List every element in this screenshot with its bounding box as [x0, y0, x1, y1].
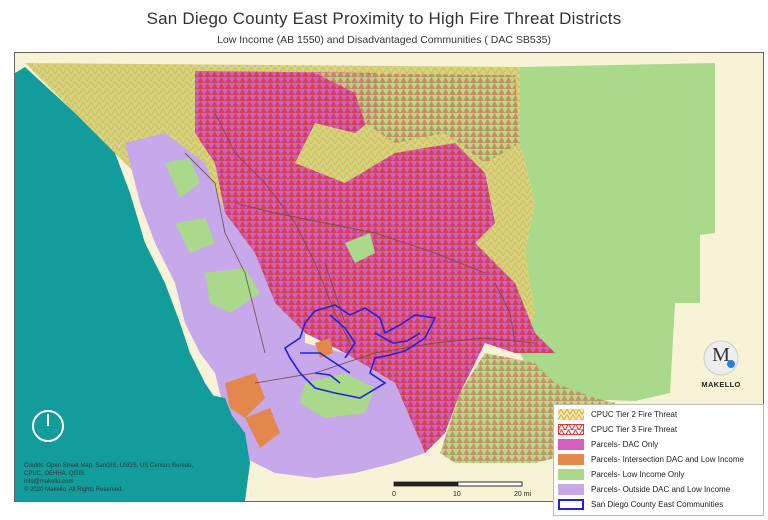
legend-label-outside: Parcels- Outside DAC and Low Income: [591, 485, 731, 494]
legend-swatch-outside: [558, 484, 584, 495]
legend: CPUC Tier 2 Fire Threat CPUC Tier 3 Fire…: [553, 404, 764, 516]
legend-swatch-low-income: [558, 469, 584, 480]
credits-line-2: CPUC, OEHHA, QGIS: [24, 471, 85, 477]
legend-item-low-income: Parcels- Low Income Only: [558, 469, 763, 482]
west-purple-region: [125, 133, 305, 393]
scale-label-20: 20 mi: [514, 491, 532, 498]
credits-line-3: info@makello.com: [24, 479, 74, 485]
legend-item-dac: Parcels- DAC Only: [558, 439, 763, 452]
bay: [200, 393, 235, 438]
scale-bar: 0 10 20 mi: [392, 480, 542, 502]
legend-swatch-east-communities: [558, 499, 584, 510]
makello-logo-letter: M: [712, 344, 730, 366]
north-green-hatch: [315, 73, 520, 163]
legend-swatch-dac: [558, 439, 584, 450]
west-low-income-patch-2: [175, 218, 215, 253]
legend-swatch-tier3: [558, 424, 584, 435]
credits-line-4: © 2020 Makello. All Rights Reserved.: [24, 487, 124, 493]
map-subtitle: Low Income (AB 1550) and Disadvantaged C…: [217, 34, 551, 46]
legend-label-intersection: Parcels- Intersection DAC and Low Income: [591, 455, 744, 464]
makello-logo-icon: M MAKELLO: [698, 338, 744, 392]
legend-item-tier2: CPUC Tier 2 Fire Threat: [558, 409, 763, 422]
west-low-income-patch-1: [165, 158, 200, 198]
legend-item-east-communities: San Diego County East Communities: [558, 499, 763, 512]
legend-label-tier2: CPUC Tier 2 Fire Threat: [591, 410, 678, 419]
intersection-parcels-1: [225, 373, 265, 418]
legend-label-low-income: Parcels- Low Income Only: [591, 470, 685, 479]
makello-logo-name: MAKELLO: [701, 380, 741, 389]
central-green-patch: [345, 233, 375, 263]
map-svg: [15, 53, 763, 501]
scale-label-0: 0: [392, 491, 396, 498]
north-arrow-svg: [32, 410, 64, 442]
north-arrow-icon: [30, 408, 66, 444]
east-low-income-region: [520, 63, 715, 401]
legend-swatch-tier2: [558, 409, 584, 420]
legend-label-dac: Parcels- DAC Only: [591, 440, 659, 449]
legend-label-east-communities: San Diego County East Communities: [591, 500, 724, 509]
makello-logo-svg: [703, 340, 739, 376]
legend-label-tier3: CPUC Tier 3 Fire Threat: [591, 425, 678, 434]
scale-label-10: 10: [453, 491, 461, 498]
legend-item-outside: Parcels- Outside DAC and Low Income: [558, 484, 763, 497]
dac-tier3-hatch: [195, 71, 555, 453]
scale-bar-graphic: [393, 481, 523, 487]
legend-item-tier3: CPUC Tier 3 Fire Threat: [558, 424, 763, 437]
map-title: San Diego County East Proximity to High …: [146, 9, 622, 28]
legend-item-intersection: Parcels- Intersection DAC and Low Income: [558, 454, 763, 467]
credits-line-1: Credits: Open Street Map, SanGIS, USGS, …: [24, 463, 194, 469]
east-communities-outline: [283, 304, 437, 399]
roads: [184, 112, 536, 384]
intersection-parcels-2: [245, 408, 280, 448]
south-urban-green: [300, 373, 375, 418]
ocean: [15, 67, 250, 501]
credits: Credits: Open Street Map, SanGIS, USGS, …: [24, 462, 193, 494]
map-canvas[interactable]: [14, 52, 764, 502]
legend-swatch-intersection: [558, 454, 584, 465]
